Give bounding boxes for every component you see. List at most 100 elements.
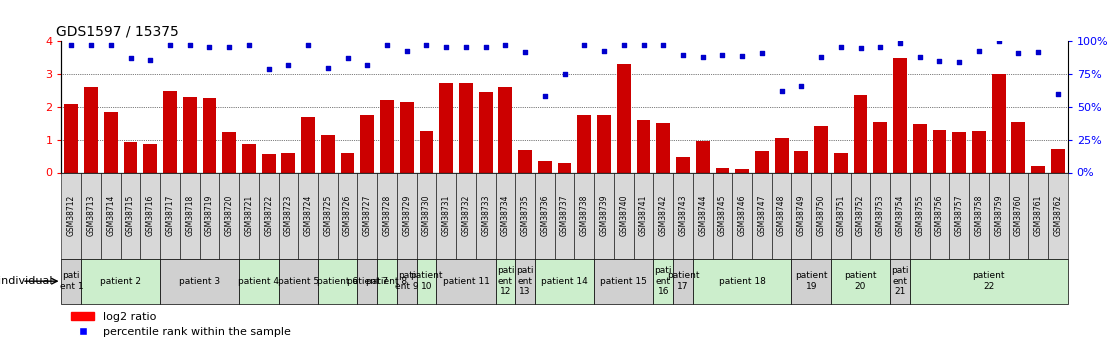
Bar [972, 130, 986, 172]
Bar [555, 172, 575, 259]
Text: GSM38738: GSM38738 [580, 195, 589, 236]
Text: GSM38718: GSM38718 [186, 195, 195, 236]
Bar [676, 157, 690, 172]
Text: GSM38756: GSM38756 [935, 195, 944, 236]
Point [556, 71, 574, 77]
Point [161, 42, 179, 48]
Text: GSM38727: GSM38727 [363, 195, 372, 236]
Point [989, 39, 1007, 44]
Bar [82, 172, 101, 259]
Text: GSM38736: GSM38736 [540, 195, 549, 236]
Text: GSM38726: GSM38726 [343, 195, 352, 236]
Point [950, 60, 968, 65]
Bar [121, 172, 141, 259]
Point [63, 42, 80, 48]
Bar [949, 172, 969, 259]
Bar [417, 259, 436, 304]
Bar [278, 172, 299, 259]
Bar [1008, 172, 1029, 259]
Point [536, 94, 553, 99]
Bar [495, 172, 515, 259]
Point [122, 56, 140, 61]
Bar [479, 92, 493, 172]
Bar [910, 172, 929, 259]
Point [259, 66, 277, 72]
Bar [400, 102, 414, 172]
Text: GSM38734: GSM38734 [501, 195, 510, 236]
Point [378, 42, 396, 48]
Bar [795, 150, 808, 172]
Point [398, 48, 416, 53]
Bar [65, 104, 78, 172]
Point [871, 44, 889, 49]
Point [476, 44, 494, 49]
Bar [239, 172, 258, 259]
Point [82, 42, 100, 48]
Point [359, 62, 377, 68]
Bar [61, 259, 82, 304]
Bar [988, 172, 1008, 259]
Bar [594, 259, 653, 304]
Bar [634, 172, 653, 259]
Point [812, 55, 830, 60]
Point [773, 88, 790, 94]
Text: patient 2: patient 2 [101, 277, 141, 286]
Text: pati
ent
21: pati ent 21 [891, 266, 909, 296]
Text: GSM38725: GSM38725 [323, 195, 332, 236]
Text: GSM38741: GSM38741 [639, 195, 648, 236]
Bar [262, 155, 275, 172]
Bar [278, 259, 318, 304]
Text: GSM38753: GSM38753 [875, 195, 884, 236]
Point [674, 52, 692, 57]
Text: patient 8: patient 8 [367, 277, 408, 286]
Bar [693, 172, 712, 259]
Bar [183, 97, 197, 172]
Bar [536, 259, 594, 304]
Bar [792, 259, 831, 304]
Bar [519, 150, 532, 172]
Text: GSM38720: GSM38720 [225, 195, 234, 236]
Bar [321, 135, 334, 172]
Text: GSM38748: GSM38748 [777, 195, 786, 236]
Text: GSM38740: GSM38740 [619, 195, 628, 236]
Bar [814, 126, 828, 172]
Bar [360, 115, 375, 172]
Text: GSM38757: GSM38757 [955, 195, 964, 236]
Text: GSM38743: GSM38743 [679, 195, 688, 236]
Text: GSM38752: GSM38752 [856, 195, 865, 236]
Bar [732, 172, 752, 259]
Bar [736, 169, 749, 172]
Bar [617, 64, 631, 172]
Bar [755, 151, 769, 172]
Text: GSM38717: GSM38717 [165, 195, 174, 236]
Bar [812, 172, 831, 259]
Bar [953, 131, 966, 172]
Bar [656, 123, 670, 172]
Text: patient 4: patient 4 [238, 277, 280, 286]
Bar [101, 172, 121, 259]
Bar [515, 259, 536, 304]
Bar [104, 111, 117, 172]
Bar [792, 172, 812, 259]
Bar [1012, 122, 1025, 172]
Text: GSM38724: GSM38724 [304, 195, 313, 236]
Text: patient 11: patient 11 [443, 277, 490, 286]
Bar [851, 172, 871, 259]
Text: GSM38749: GSM38749 [797, 195, 806, 236]
Bar [1031, 166, 1045, 172]
Text: GSM38719: GSM38719 [205, 195, 214, 236]
Bar [577, 115, 591, 172]
Text: pati
ent
16: pati ent 16 [654, 266, 672, 296]
Bar [716, 168, 729, 172]
Point [280, 62, 297, 68]
Bar [499, 87, 512, 172]
Bar [1051, 149, 1064, 172]
Point [300, 42, 318, 48]
Text: GSM38723: GSM38723 [284, 195, 293, 236]
Bar [239, 259, 278, 304]
Point [694, 55, 712, 60]
Bar [417, 172, 436, 259]
Text: pati
ent 1: pati ent 1 [59, 272, 83, 291]
Text: individual: individual [0, 276, 56, 286]
Bar [397, 172, 417, 259]
